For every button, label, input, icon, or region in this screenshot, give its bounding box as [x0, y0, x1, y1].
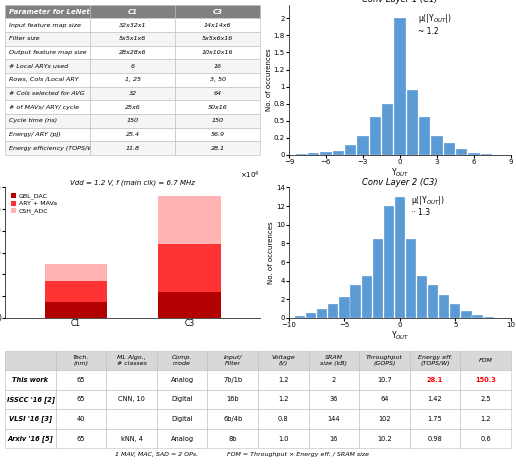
Bar	[480, 154, 492, 155]
Bar	[317, 309, 327, 318]
Text: μ(|Y$_{OUT}$|)
~ 1.2: μ(|Y$_{OUT}$|) ~ 1.2	[417, 12, 452, 36]
Y-axis label: No. of occurences: No. of occurences	[268, 221, 275, 284]
Y-axis label: No. of occurences: No. of occurences	[266, 49, 272, 111]
Bar	[373, 239, 383, 318]
Bar	[296, 154, 307, 155]
Bar	[431, 136, 443, 155]
Bar	[345, 145, 356, 155]
Bar	[384, 206, 394, 318]
Bar	[158, 244, 221, 292]
Title: Vdd = 1.2 V, f (main clk) = 6.7 MHz: Vdd = 1.2 V, f (main clk) = 6.7 MHz	[70, 179, 195, 186]
Bar	[308, 154, 319, 155]
Legend: GBL_DAC, ARY + MAVa, CSH_ADC: GBL_DAC, ARY + MAVa, CSH_ADC	[8, 191, 59, 217]
Text: FOM = Throughput × Energy eff. / SRAM size: FOM = Throughput × Energy eff. / SRAM si…	[228, 452, 369, 456]
Bar	[444, 143, 455, 155]
X-axis label: Y$_{OUT}$: Y$_{OUT}$	[391, 330, 409, 342]
Bar	[357, 137, 368, 155]
Bar	[450, 304, 460, 318]
Bar	[158, 196, 221, 244]
Bar	[483, 317, 494, 318]
Bar	[461, 310, 472, 318]
Bar	[395, 197, 405, 318]
Bar	[340, 298, 349, 318]
Bar	[428, 285, 438, 318]
Text: 1 MAV, MAC, SAD = 2 OPs.: 1 MAV, MAC, SAD = 2 OPs.	[115, 452, 199, 456]
Bar	[468, 153, 479, 155]
Bar	[406, 239, 416, 318]
Text: μ(|Y$_{OUT}$|)
·· 1.3: μ(|Y$_{OUT}$|) ·· 1.3	[411, 194, 445, 218]
Bar	[369, 117, 381, 155]
Bar	[320, 152, 332, 155]
Bar	[350, 285, 361, 318]
Bar	[419, 117, 430, 155]
Title: Conv Layer 1 (C1): Conv Layer 1 (C1)	[362, 0, 438, 4]
Bar	[306, 313, 316, 318]
Bar	[158, 292, 221, 318]
Bar	[394, 18, 406, 155]
Title: Conv Layer 2 (C3): Conv Layer 2 (C3)	[362, 178, 438, 187]
Bar	[473, 315, 482, 318]
Bar	[439, 295, 449, 318]
X-axis label: Y$_{OUT}$: Y$_{OUT}$	[391, 166, 409, 179]
Bar	[45, 264, 107, 281]
Bar	[328, 304, 338, 318]
Bar	[362, 276, 372, 318]
Bar	[333, 151, 344, 155]
Bar	[45, 301, 107, 318]
Bar	[456, 149, 467, 155]
Bar	[295, 316, 305, 318]
Bar	[382, 104, 393, 155]
Text: ×10$^4$: ×10$^4$	[240, 170, 260, 181]
Bar	[407, 90, 418, 155]
Bar	[417, 276, 427, 318]
Bar	[45, 281, 107, 301]
